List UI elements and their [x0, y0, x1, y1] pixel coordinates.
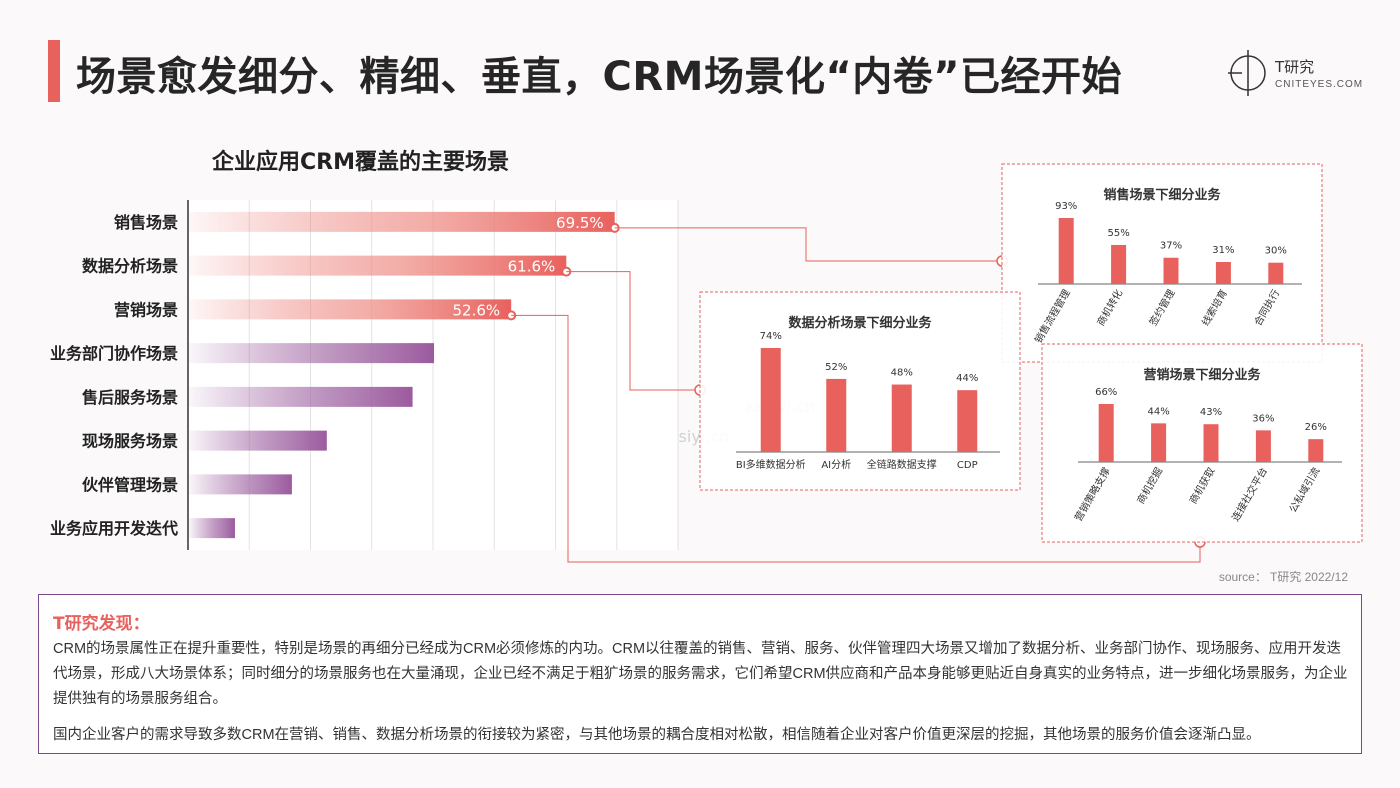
sub-bar	[1203, 424, 1219, 462]
findings-paragraph-1: CRM的场景属性正在提升重要性，特别是场景的再细分已经成为CRM必须修炼的内功。…	[53, 641, 1348, 707]
findings-title: T研究发现：	[53, 614, 150, 634]
bar-value-label: 52.6%	[453, 301, 501, 319]
main-chart-grid	[187, 200, 679, 550]
sub-bar	[1255, 430, 1271, 462]
title-accent-bar	[48, 40, 60, 102]
bar-value-label: 61.6%	[508, 258, 556, 276]
sub-bar	[1268, 262, 1284, 284]
sub-bar-value: 52%	[825, 362, 847, 373]
page-title: 场景愈发细分、精细、垂直，CRM场景化“内卷”已经开始	[76, 54, 1123, 100]
logo	[1228, 50, 1266, 96]
sub-panels: 销售场景下细分业务93%销售流程管理55%商机转化37%签约管理31%线索培育3…	[699, 163, 1363, 543]
sub-bar	[957, 390, 978, 452]
bar	[189, 211, 615, 232]
bar-value-label: 69.5%	[556, 214, 604, 232]
sub-bar	[1215, 262, 1231, 284]
sub-bar-label: 全链路数据支撑	[867, 458, 937, 471]
sub-bar-value: 66%	[1095, 387, 1117, 398]
findings-paragraph-2: 国内企业客户的需求导致多数CRM在营销、销售、数据分析场景的衔接较为紧密，与其他…	[53, 727, 1261, 743]
connector-sales	[614, 227, 1002, 262]
sub-bar	[1098, 404, 1114, 462]
sub-panel-title: 数据分析场景下细分业务	[788, 315, 932, 331]
sub-bar-label: AI分析	[821, 458, 851, 471]
main-chart-bars: 销售场景 69.5% 数据分析场景 61.6% 营销场景 52.6% 业务部门协作场景售后服…	[50, 211, 620, 539]
bar	[189, 255, 567, 276]
bar	[189, 518, 235, 539]
category-label: 销售场景	[114, 213, 178, 232]
category-label: 业务应用开发迭代	[50, 519, 178, 538]
sub-bar-value: 37%	[1160, 241, 1182, 252]
sub-bar-value: 93%	[1055, 201, 1077, 212]
chart-title: 企业应用CRM覆盖的主要场景	[212, 150, 509, 175]
bar	[189, 386, 413, 407]
connector-marketing	[511, 314, 1201, 563]
bar	[189, 474, 292, 495]
sub-panel: 销售场景下细分业务93%销售流程管理55%商机转化37%签约管理31%线索培育3…	[1001, 163, 1323, 363]
sub-bar-value: 26%	[1305, 422, 1327, 433]
bar	[189, 343, 434, 364]
logo-text: T研究	[1275, 58, 1315, 76]
category-label: 伙伴管理场景	[82, 475, 178, 494]
category-label: 营销场景	[114, 300, 178, 319]
category-label: 数据分析场景	[82, 257, 178, 276]
sub-bar	[1111, 244, 1127, 284]
sub-bar	[1308, 439, 1324, 462]
sub-bar-label: BI多维数据分析	[736, 458, 806, 471]
sub-panel-title: 销售场景下细分业务	[1103, 187, 1221, 203]
bar	[189, 430, 327, 451]
logo-url: CNITEYES.COM	[1275, 79, 1364, 90]
sub-panel: 数据分析场景下细分业务 74% BI多维数据分析 52% AI分析 48% 全链路数据支撑 4…	[699, 291, 1021, 491]
sub-bar-value: 30%	[1265, 246, 1287, 257]
sub-bar-value: 43%	[1200, 407, 1222, 418]
sub-bar	[826, 378, 847, 452]
sub-panel: 营销场景下细分业务66%营销策略支撑44%商机挖掘43%商机获取36%连接社交平…	[1041, 343, 1363, 543]
sub-bar-value: 55%	[1107, 228, 1129, 239]
sub-bar-value: 74%	[760, 331, 782, 342]
category-label: 售后服务场景	[82, 388, 178, 407]
sub-panel-title: 营销场景下细分业务	[1143, 367, 1261, 383]
sub-bar-value: 44%	[1147, 406, 1169, 417]
sub-bar-value: 31%	[1212, 245, 1234, 256]
sub-bar	[891, 384, 912, 452]
sub-bar-value: 48%	[891, 368, 913, 379]
category-label: 现场服务场景	[82, 432, 178, 451]
bar	[189, 299, 512, 320]
category-label: 业务部门协作场景	[50, 344, 178, 363]
sub-bar-value: 36%	[1252, 413, 1274, 424]
sub-bar	[1151, 423, 1167, 462]
sub-bar	[760, 348, 781, 452]
sub-bar	[1058, 218, 1074, 284]
findings-box: T研究发现： CRM的场景属性正在提升重要性，特别是场景的再细分已经成为CRM必…	[38, 594, 1362, 754]
sub-bar-label: CDP	[957, 460, 978, 471]
source-note: source： T研究 2022/12	[1218, 570, 1348, 584]
connector-data-analysis	[566, 271, 700, 391]
sub-bar-value: 44%	[956, 373, 978, 384]
sub-bar	[1163, 257, 1179, 284]
